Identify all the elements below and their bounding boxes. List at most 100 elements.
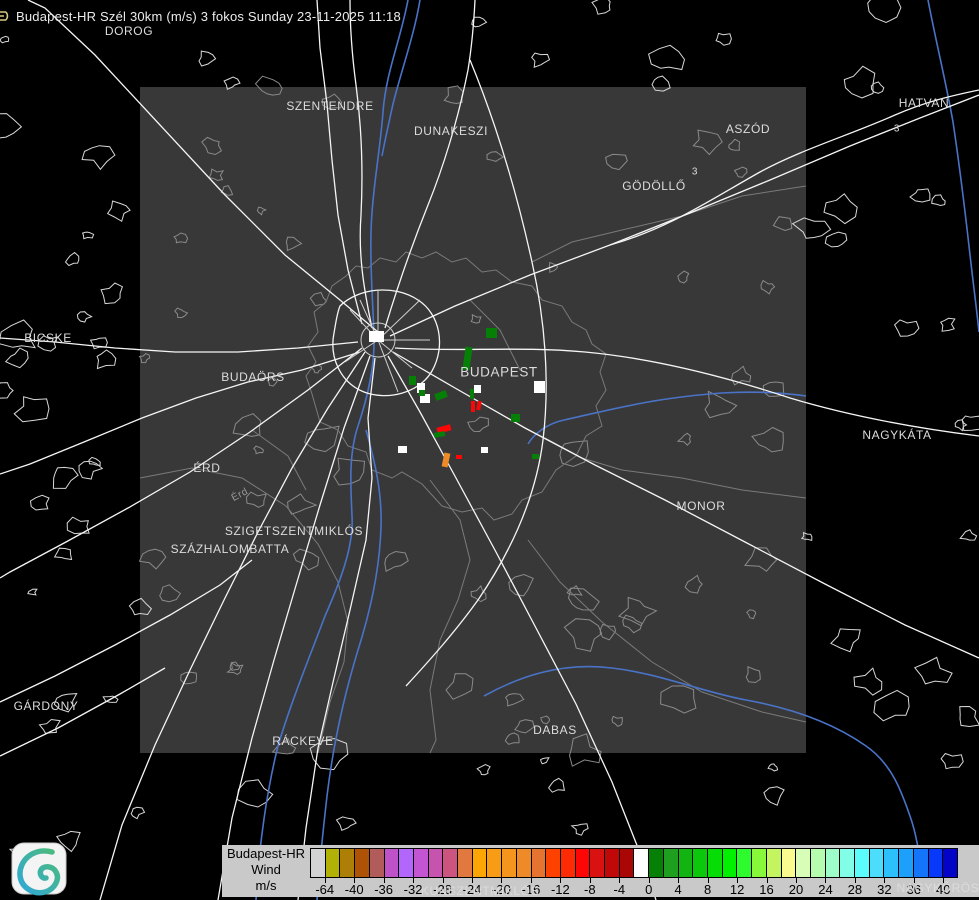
settlement-outline [961, 415, 979, 432]
legend-cell [869, 849, 885, 877]
settlement-outline [762, 381, 785, 397]
legend-tick [737, 878, 739, 883]
spiral-icon [17, 848, 61, 896]
settlement-outline [772, 216, 793, 232]
settlement-outline [138, 548, 167, 570]
settlement-outline [909, 188, 931, 203]
radar-echo [417, 383, 425, 393]
legend-cell [605, 849, 620, 877]
settlement-outline [611, 715, 623, 728]
legend-cell [560, 849, 576, 877]
legend-cell [899, 849, 914, 877]
settlement-outline [470, 585, 487, 603]
settlement-outline [767, 763, 779, 772]
rakos-stream [527, 391, 807, 445]
settlement-outline [853, 667, 883, 696]
settlement-outline [285, 236, 303, 252]
station-icon [0, 11, 9, 21]
legend-tick-label: -24 [462, 882, 482, 897]
radar-echo [434, 390, 448, 401]
settlement-outline [253, 445, 264, 455]
legend-cell [766, 849, 782, 877]
legend-cell [943, 849, 957, 877]
legend-tick [648, 878, 650, 883]
settlement-outline [81, 145, 116, 171]
radar-domain-area [140, 87, 806, 753]
radar-echo [420, 394, 430, 403]
settlement-outline [88, 456, 101, 466]
settlement-outline [37, 335, 59, 352]
settlement-outline [959, 705, 979, 728]
legend-cell [663, 849, 679, 877]
settlement-outline [660, 685, 697, 714]
legend-cell [810, 849, 826, 877]
radar-echo [486, 328, 497, 338]
settlement-outline [27, 588, 38, 596]
legend-tick-label: -20 [492, 882, 511, 897]
settlement-outline [763, 786, 785, 806]
settlement-outline [591, 0, 611, 15]
legend-cell [737, 849, 753, 877]
settlement-outline [531, 52, 551, 68]
settlement-outline [731, 365, 752, 386]
settlement-outline [76, 311, 93, 323]
legend-cell [649, 849, 664, 877]
weather-app-spiral-logo [11, 842, 67, 896]
legend-cell [796, 849, 811, 877]
settlement-outline [208, 168, 225, 181]
settlement-outline [443, 85, 464, 105]
settlement-outline [873, 689, 910, 722]
settlement-outline [733, 166, 748, 178]
legend-tick-label: 24 [818, 882, 833, 897]
legend-tick-label: -12 [550, 882, 570, 897]
legend-cell [546, 849, 561, 877]
danube-branch [381, 0, 421, 157]
legend-tick [854, 878, 856, 883]
settlement-outline [563, 618, 603, 652]
legend-cell [825, 849, 841, 877]
settlement-outline [138, 353, 151, 364]
settlement-outline [52, 466, 79, 489]
page-title: Budapest-HR Szél 30km (m/s) 3 fokos Sund… [16, 9, 401, 24]
radar-echo [398, 446, 407, 453]
settlement-outline [4, 347, 29, 369]
radar-echo [409, 376, 416, 385]
legend-cell [722, 849, 738, 877]
legend-tick-label: -16 [521, 882, 541, 897]
legend-tick [442, 878, 444, 883]
legend-cell [355, 849, 370, 877]
settlement-outline [100, 282, 124, 305]
legend-panel: Budapest-HR Wind m/s -64 -40 -36 -32 -28 -24 -20… [222, 845, 979, 897]
settlement-outline [940, 752, 964, 770]
legend-cell [516, 849, 532, 877]
radar-echo [532, 454, 539, 459]
radar-echo [534, 381, 545, 393]
settlement-outline [648, 44, 686, 71]
settlement-outline [570, 823, 589, 836]
settlement-outline [55, 830, 81, 853]
settlement-outline [745, 666, 761, 684]
settlement-outline [514, 719, 535, 734]
river-paths [255, 0, 979, 900]
radar-echo [419, 390, 425, 396]
settlement-outline [173, 232, 189, 244]
legend-tick-label: 4 [674, 882, 682, 897]
settlement-outline [867, 0, 902, 24]
legend-tick [619, 878, 621, 883]
settlement-outline [568, 733, 602, 767]
settlement-outline [0, 113, 23, 139]
south-stream [483, 665, 923, 879]
legend-tick-label: -28 [433, 882, 452, 897]
settlement-outline [29, 494, 50, 511]
settlement-outline [728, 138, 741, 151]
radar-echo [511, 414, 520, 422]
settlement-outline [843, 65, 876, 99]
settlement-outline [66, 516, 90, 535]
legend-tick [560, 878, 562, 883]
legend-tick [678, 878, 680, 883]
legend-tick [501, 878, 503, 883]
legend-cell [707, 849, 723, 877]
legend-tick [530, 878, 532, 883]
settlement-outline [746, 609, 757, 620]
